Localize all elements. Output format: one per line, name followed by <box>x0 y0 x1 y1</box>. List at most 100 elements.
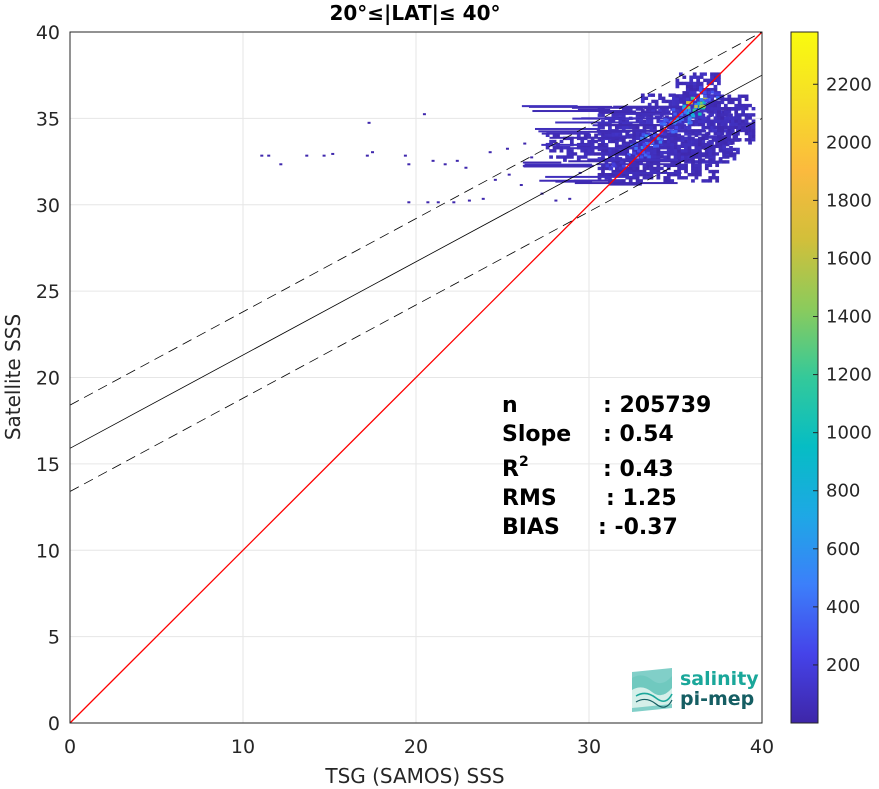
density-cell <box>569 152 574 156</box>
density-cell <box>614 113 619 117</box>
density-cell <box>706 78 711 83</box>
density-cell <box>614 149 619 153</box>
density-cell <box>723 119 728 123</box>
colorbar-tick-label: 200 <box>826 655 860 676</box>
density-cell <box>725 160 730 164</box>
density-cell <box>635 107 640 111</box>
density-streak <box>574 182 678 185</box>
density-cell <box>720 125 725 130</box>
density-cell <box>685 97 690 101</box>
density-cell <box>720 128 725 133</box>
density-cell <box>687 136 692 141</box>
density-cell <box>691 136 695 141</box>
line-fit-upper <box>69 31 763 406</box>
density-cell <box>694 166 699 171</box>
density-cell <box>723 125 728 130</box>
density-cell <box>659 135 664 139</box>
density-cell <box>727 138 732 142</box>
density-cell <box>608 119 612 124</box>
density-cell <box>684 176 688 180</box>
density-cell <box>642 166 647 171</box>
density-cell <box>563 146 567 150</box>
density-cell <box>706 106 711 111</box>
density-cell <box>751 106 756 111</box>
density-cell <box>715 176 720 180</box>
density-cell <box>632 172 637 177</box>
density-cell <box>661 109 666 113</box>
density-core-cell <box>662 122 666 126</box>
sparse-point <box>568 197 572 200</box>
density-cell <box>691 179 695 183</box>
density-cell <box>628 139 633 144</box>
density-cell <box>649 119 654 124</box>
density-cell <box>751 113 756 117</box>
sparse-point <box>407 163 411 166</box>
density-cell <box>628 179 633 183</box>
density-cell <box>545 133 550 137</box>
sparse-point <box>426 201 430 204</box>
density-cell <box>639 179 643 183</box>
density-cell <box>670 152 675 156</box>
density-cell <box>689 87 694 92</box>
density-cell <box>713 87 718 92</box>
density-cell <box>710 110 714 114</box>
density-cell <box>680 176 685 180</box>
density-cell <box>659 166 664 171</box>
density-cell <box>697 169 702 174</box>
density-cell <box>717 141 721 145</box>
sparse-point <box>403 154 407 157</box>
density-cell <box>646 139 650 144</box>
density-cell <box>710 103 714 108</box>
density-cell <box>706 103 711 108</box>
sparse-point <box>422 113 426 116</box>
density-core-cell <box>634 146 638 150</box>
density-cell <box>708 142 713 147</box>
density-cell <box>708 169 713 174</box>
y-tick-label: 20 <box>36 368 60 390</box>
density-cell <box>618 169 623 174</box>
density-core-cell <box>620 160 624 164</box>
density-cell <box>684 139 688 144</box>
density-cell <box>751 134 756 139</box>
density-cell <box>618 172 623 177</box>
density-cell <box>597 132 602 136</box>
density-cell <box>608 147 612 152</box>
density-streak <box>546 130 631 133</box>
density-cell <box>682 94 687 98</box>
density-cell <box>694 172 699 177</box>
density-cell <box>673 155 678 159</box>
density-core-cell <box>634 142 638 146</box>
density-core-cell <box>716 96 720 100</box>
density-cell <box>737 116 742 120</box>
density-cell <box>744 103 749 108</box>
density-cell <box>691 149 695 153</box>
stat-value-n: : 205739 <box>603 393 711 418</box>
density-cell <box>717 116 721 120</box>
density-cell <box>729 113 733 117</box>
density-cell <box>744 97 749 102</box>
density-cell <box>666 133 671 137</box>
density-cell <box>737 125 742 130</box>
y-tick-label: 40 <box>36 22 60 44</box>
density-cell <box>639 113 643 117</box>
density-streak <box>539 179 621 182</box>
density-cell <box>659 155 664 159</box>
density-cell <box>642 169 647 174</box>
density-cell <box>663 146 668 150</box>
density-cell <box>704 149 709 153</box>
density-streak <box>538 130 579 133</box>
density-cell <box>670 172 675 177</box>
density-cell <box>663 179 668 183</box>
density-cell <box>701 133 706 137</box>
density-cell <box>725 150 730 155</box>
density-cell <box>611 119 616 124</box>
density-cell <box>677 155 681 159</box>
density-cell <box>621 142 626 147</box>
density-cell <box>673 144 678 149</box>
density-cell <box>710 122 714 126</box>
density-cell <box>727 106 732 111</box>
density-core-cell <box>671 108 676 112</box>
density-cell <box>666 155 671 159</box>
density-cell <box>656 119 661 124</box>
density-cell <box>545 146 550 150</box>
